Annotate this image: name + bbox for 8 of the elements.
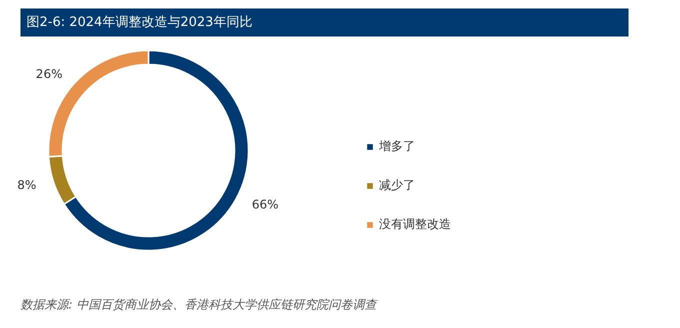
data-label: 26% [36, 66, 62, 81]
data-label: 8% [17, 178, 36, 192]
chart-title: 图2-6: 2024年调整改造与2023年同比 [26, 15, 252, 30]
data-label: 66% [252, 197, 279, 212]
legend-label: 增多了 [379, 138, 415, 155]
legend-label: 没有调整改造 [379, 216, 451, 233]
source-note: 数据来源: 中国百货商业协会、香港科技大学供应链研究院问卷调查 [20, 298, 378, 312]
legend-label: 减少了 [379, 177, 415, 194]
